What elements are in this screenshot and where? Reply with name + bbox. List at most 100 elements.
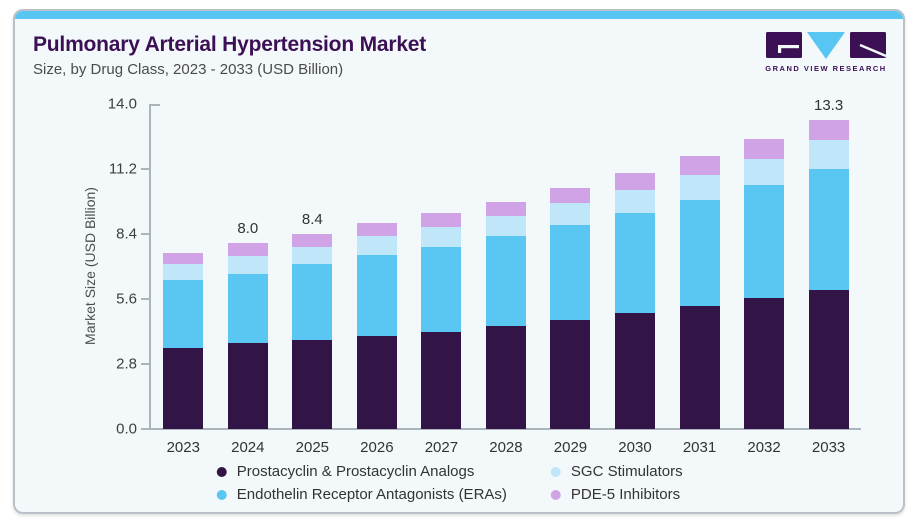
legend-item: Endothelin Receptor Antagonists (ERAs): [216, 486, 507, 503]
card-accent-strip: [15, 11, 903, 19]
legend-dot-icon: [216, 489, 227, 500]
bar-segment: [614, 172, 655, 190]
bar-segment: [679, 200, 720, 306]
bar-2032: 2032: [744, 138, 785, 456]
legend-label: Prostacyclin & Prostacyclin Analogs: [236, 463, 475, 480]
bar-group: 2023 8.0 2024 8.4 2025 2026 2027 2028 2029 2030 20…: [151, 97, 861, 456]
bar-segment: [679, 156, 720, 175]
bar-segment: [808, 169, 849, 290]
bar-2026: 2026: [356, 223, 397, 456]
bar-2027: 2027: [421, 213, 462, 456]
bar-segment: [485, 325, 526, 429]
chart-subtitle: Size, by Drug Class, 2023 - 2033 (USD Bi…: [33, 61, 344, 78]
bar-segment: [356, 254, 397, 337]
bar-2025: 8.4 2025: [292, 211, 333, 456]
plot-area: 2023 8.0 2024 8.4 2025 2026 2027 2028 2029 2030 20…: [108, 96, 861, 456]
y-axis-tick: [141, 233, 149, 235]
logo-caption: GRAND VIEW RESEARCH: [765, 64, 887, 73]
legend: Prostacyclin & Prostacyclin Analogs Endot…: [216, 463, 683, 503]
legend-dot-icon: [550, 489, 561, 500]
bar-segment: [163, 264, 204, 281]
x-tick-label: 2027: [424, 439, 459, 456]
bar-segment: [550, 187, 591, 204]
y-axis-top-tick: [149, 104, 160, 106]
bar-2030: 2030: [614, 172, 655, 456]
bar-2031: 2031: [679, 156, 720, 456]
bar-segment: [163, 252, 204, 265]
x-tick-label: 2029: [553, 439, 588, 456]
y-axis-tick: [141, 363, 149, 365]
x-tick-label: 2030: [618, 439, 652, 456]
y-tick-label: 8.4: [116, 225, 137, 243]
bar-segment: [550, 319, 591, 429]
logo-blocks: [764, 32, 888, 59]
bar-segment: [421, 246, 462, 332]
y-axis-tick: [141, 168, 149, 170]
bar-segment: [808, 140, 849, 170]
x-tick-label: 2023: [166, 439, 200, 456]
bar-segment: [744, 138, 785, 159]
bar-segment: [292, 339, 333, 429]
x-axis-line: [149, 428, 861, 430]
y-tick-label: 14.0: [107, 95, 137, 113]
logo-r-icon: [850, 32, 886, 58]
bar-segment: [614, 189, 655, 214]
bar-segment: [421, 213, 462, 228]
x-tick-label: 2032: [747, 439, 781, 456]
legend-item: Prostacyclin & Prostacyclin Analogs: [216, 463, 507, 480]
bar-segment: [679, 306, 720, 429]
bar-segment: [550, 203, 591, 225]
bar-segment: [808, 120, 849, 141]
bar-segment: [292, 264, 333, 340]
bar-2024: 8.0 2024: [227, 220, 268, 456]
bar-segment: [614, 312, 655, 429]
bar-segment: [550, 224, 591, 320]
y-tick-label: 0.0: [116, 420, 137, 438]
bar-2023: 2023: [163, 252, 204, 456]
bar-2033: 13.3 2033: [808, 97, 849, 456]
bar-segment: [421, 331, 462, 429]
bar-segment: [744, 185, 785, 298]
legend-label: SGC Stimulators: [570, 463, 683, 480]
bar-segment: [808, 289, 849, 429]
y-axis-title: Market Size (USD Billion): [82, 187, 98, 345]
bar-segment: [421, 227, 462, 247]
x-tick-label: 2033: [811, 439, 846, 456]
bar-value-label: 8.4: [301, 211, 323, 229]
grand-view-research-logo: GRAND VIEW RESEARCH: [764, 32, 888, 73]
legend-item: PDE-5 Inhibitors: [550, 486, 683, 503]
bar-2029: 2029: [550, 187, 591, 456]
bar-segment: [292, 234, 333, 247]
bar-segment: [356, 223, 397, 237]
bar-segment: [163, 347, 204, 429]
bar-segment: [744, 158, 785, 186]
logo-v-icon: [807, 32, 845, 59]
bar-segment: [485, 236, 526, 326]
bar-segment: [292, 246, 333, 265]
legend-item: SGC Stimulators: [550, 463, 683, 480]
y-tick-label: 5.6: [116, 290, 137, 308]
legend-label: Endothelin Receptor Antagonists (ERAs): [236, 486, 507, 503]
bar-segment: [485, 201, 526, 216]
bar-segment: [679, 174, 720, 201]
x-tick-label: 2025: [295, 439, 330, 456]
bar-segment: [227, 273, 268, 344]
bar-segment: [614, 213, 655, 313]
bar-value-label: 8.0: [237, 220, 259, 238]
bar-segment: [163, 280, 204, 348]
logo-g-icon: [766, 32, 802, 58]
chart-card: Pulmonary Arterial Hypertension Market S…: [13, 9, 905, 514]
bar-2028: 2028: [485, 201, 526, 456]
bar-segment: [356, 236, 397, 255]
chart-title: Pulmonary Arterial Hypertension Market: [33, 33, 427, 56]
y-tick-label: 11.2: [108, 160, 137, 178]
bar-segment: [744, 297, 785, 429]
y-tick-label: 2.8: [116, 355, 137, 373]
bar-segment: [485, 215, 526, 237]
y-axis-tick: [141, 428, 149, 430]
bar-segment: [227, 256, 268, 274]
y-axis-line: [149, 104, 151, 429]
x-tick-label: 2024: [231, 439, 265, 456]
bar-value-label: 13.3: [813, 97, 844, 115]
